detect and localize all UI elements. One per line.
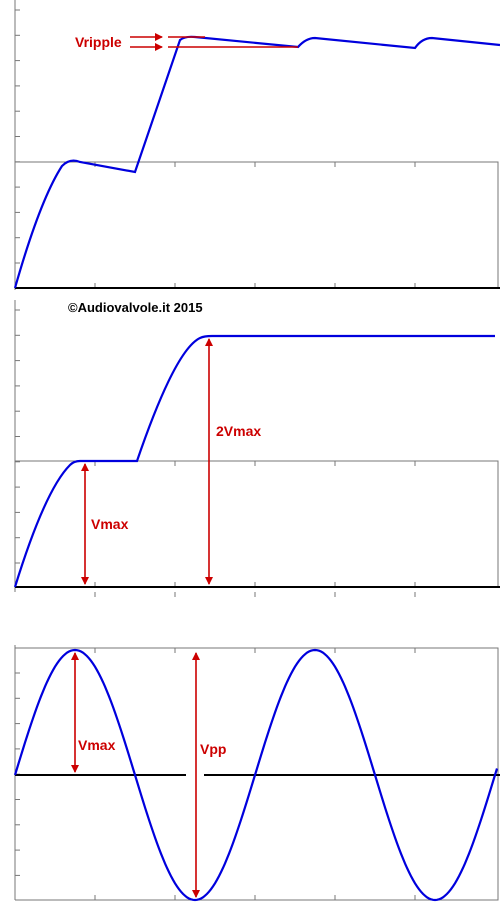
sine-panel: Vmax Vpp [13,645,500,902]
ticks [15,309,416,597]
label: Vmax [91,516,129,532]
doubler-panel: Vmax 2Vmax [13,300,500,597]
ripple-wave [13,35,500,289]
ticks [15,648,416,900]
doubler-wave [13,334,495,588]
copyright: ©Audiovalvole.it 2015 [68,300,203,315]
sine-wave [13,648,499,902]
frame [15,161,499,288]
label: 2Vmax [216,423,261,439]
frame [15,460,499,587]
label: Vmax [78,737,116,753]
ticks [15,9,416,288]
ripple-panel: Vripple [13,0,500,290]
label: Vpp [200,741,226,757]
label: Vripple [75,34,122,50]
